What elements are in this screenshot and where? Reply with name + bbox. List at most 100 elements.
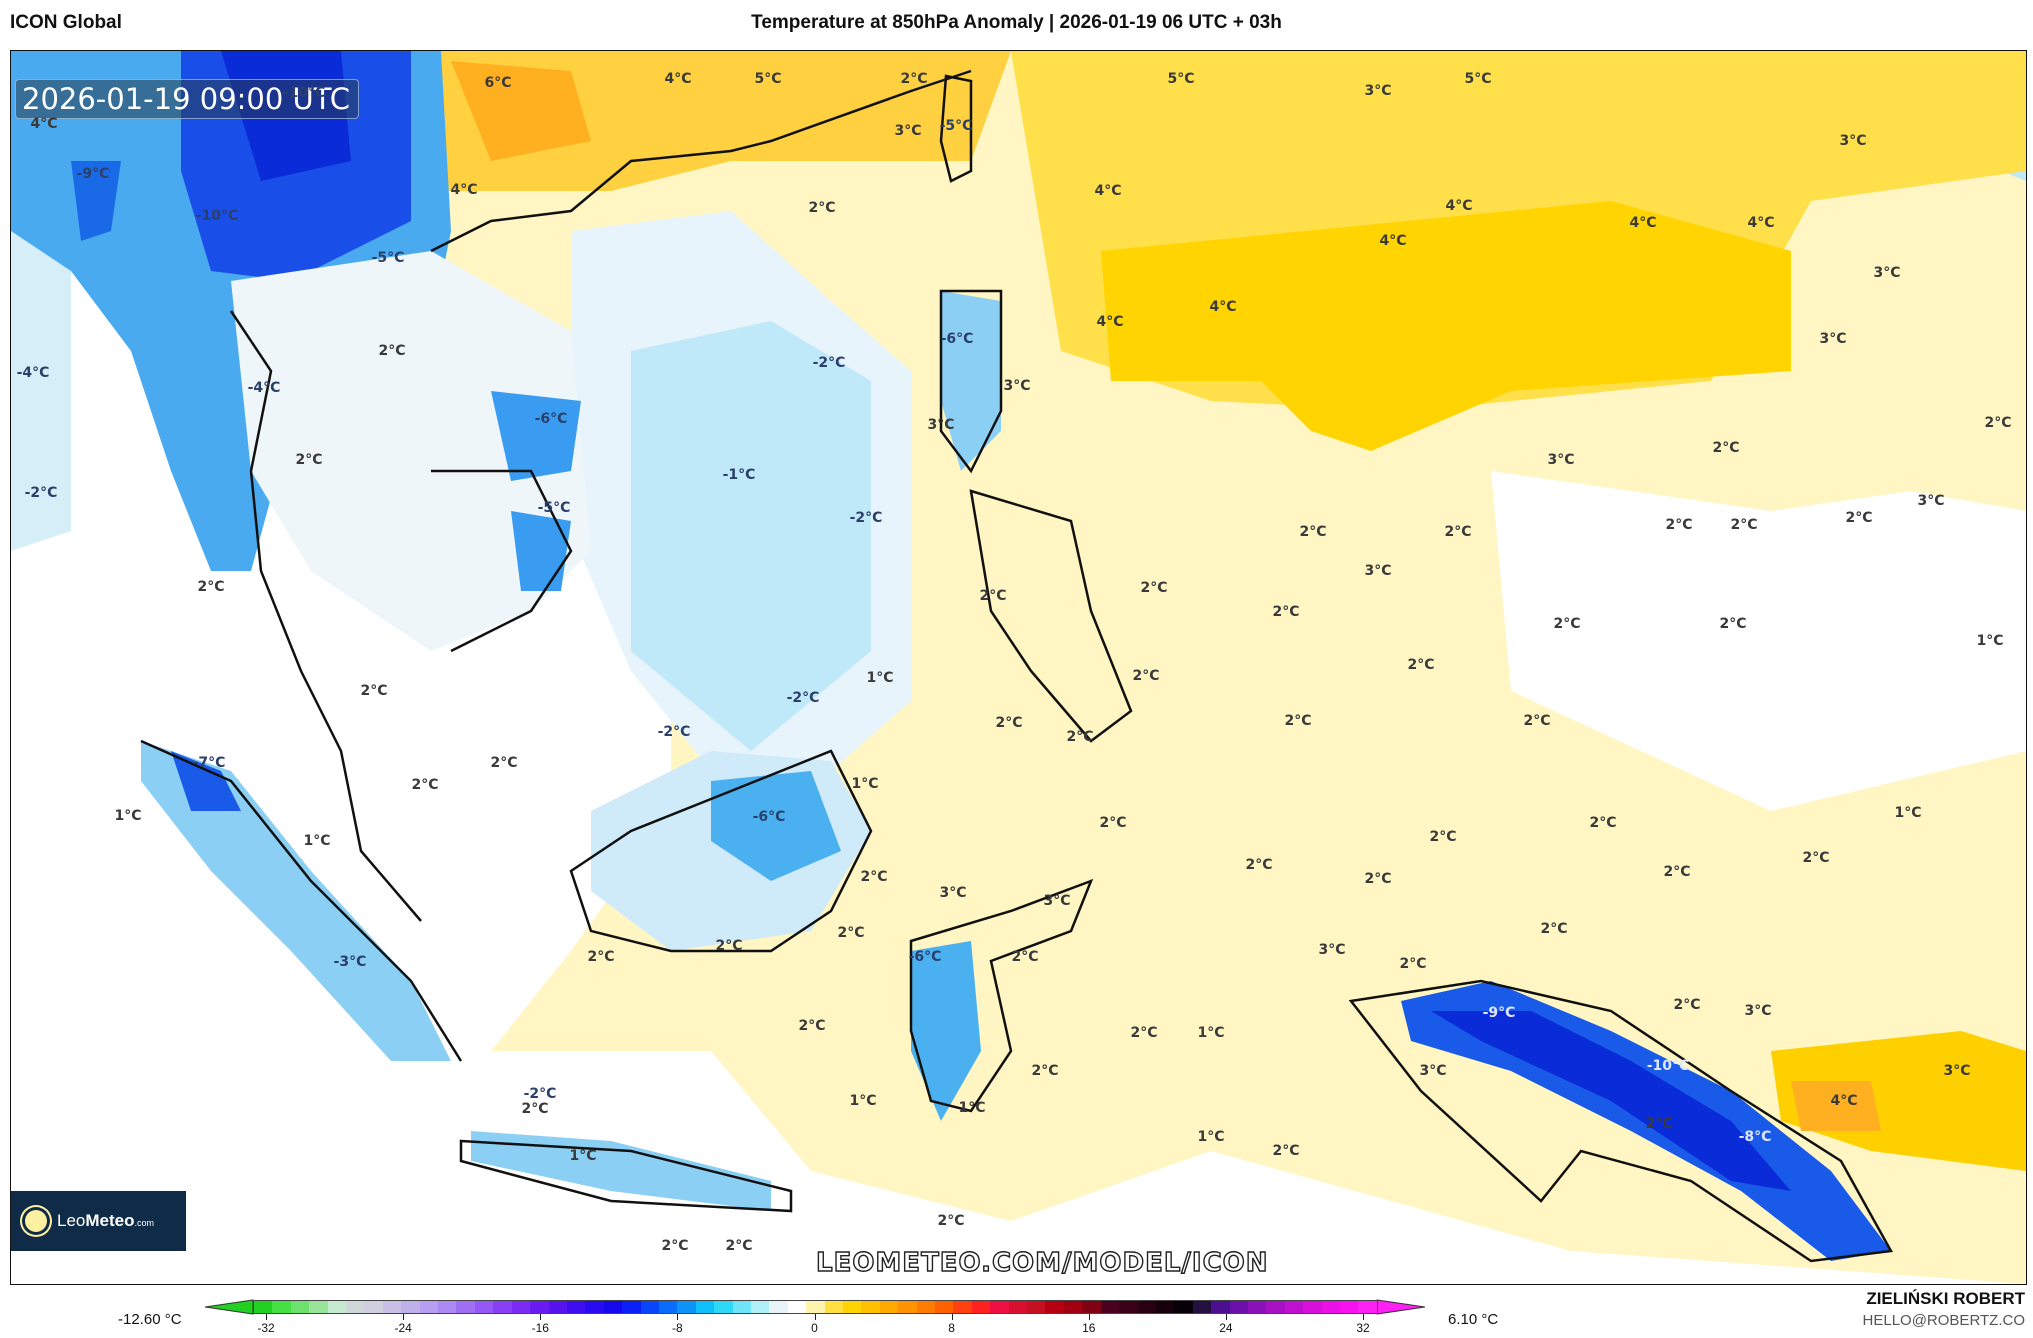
isotherm-label: 3°C [1917, 493, 1945, 509]
isotherm-label: 1°C [958, 1100, 986, 1116]
isotherm-label: 3°C [1547, 452, 1575, 468]
model-name: ICON Global [10, 12, 122, 33]
isotherm-label: 2°C [1540, 921, 1568, 937]
isotherm-label: -5°C [537, 500, 571, 516]
colorbar-tick-label: -32 [257, 1321, 275, 1335]
colorbar-step [530, 1301, 549, 1313]
isotherm-label: -2°C [523, 1086, 557, 1102]
colorbar-step [695, 1301, 715, 1313]
colorbar-tick-label: -24 [394, 1321, 412, 1335]
isotherm-label: 2°C [1132, 668, 1160, 684]
isotherm-label: 2°C [1429, 829, 1457, 845]
isotherm-label: 2°C [979, 588, 1007, 604]
isotherm-label: 2°C [411, 777, 439, 793]
isotherm-label: 2°C [715, 938, 743, 954]
isotherm-label: 2°C [1444, 524, 1472, 540]
isotherm-label: 2°C [798, 1018, 826, 1034]
colorbar-step [1339, 1301, 1359, 1313]
colorbar-step [493, 1301, 512, 1313]
isotherm-label: 2°C [587, 949, 615, 965]
colorbar-step [769, 1301, 788, 1313]
colorbar-step [1303, 1301, 1322, 1313]
colorbar-step [1082, 1301, 1101, 1313]
colorbar-step [1229, 1301, 1248, 1313]
isotherm-label: 2°C [1523, 713, 1551, 729]
isotherm-label: 2°C [1665, 517, 1693, 533]
isotherm-label: -2°C [812, 355, 846, 371]
isotherm-label: 1°C [569, 1148, 597, 1164]
colorbar-step [456, 1301, 475, 1313]
isotherm-label: 3°C [1318, 942, 1346, 958]
isotherm-label: -10°C [195, 208, 239, 224]
isotherm-label: 3°C [939, 885, 967, 901]
isotherm-label: -8°C [1738, 1129, 1772, 1145]
isotherm-label: 2°C [197, 579, 225, 595]
colorbar-tick-mark [266, 1314, 267, 1320]
colorbar-step [1100, 1301, 1120, 1313]
isotherm-label: 1°C [1197, 1025, 1225, 1041]
isotherm-label: -6°C [940, 331, 974, 347]
isotherm-label: 5°C [1464, 71, 1492, 87]
colorbar-step [382, 1301, 402, 1313]
colorbar-tick-label: 16 [1082, 1321, 1096, 1335]
isotherm-label: 3°C [1364, 563, 1392, 579]
isotherm-label: 2°C [808, 200, 836, 216]
colorbar-step [585, 1301, 604, 1313]
isotherm-label: 2°C [490, 755, 518, 771]
colorbar-tick-mark [951, 1314, 953, 1320]
colorbar-step [1321, 1301, 1340, 1313]
colorbar-step [346, 1301, 365, 1313]
isotherm-label: 3°C [1873, 265, 1901, 281]
isotherm-label: 3°C [1839, 133, 1867, 149]
chart-title: Temperature at 850hPa Anomaly | 2026-01-… [751, 12, 1282, 33]
isotherm-label: 2°C [1645, 1116, 1673, 1132]
isotherm-label: 2°C [1984, 415, 2012, 431]
colorbar-step [254, 1301, 273, 1313]
colorbar-step [419, 1301, 439, 1313]
isotherm-label: 2°C [860, 869, 888, 885]
isotherm-label: 4°C [1096, 314, 1124, 330]
isotherm-label: 2°C [1407, 657, 1435, 673]
colorbar-step [990, 1301, 1009, 1313]
isotherm-label: 2°C [1031, 1063, 1059, 1079]
colorbar-min-value: -12.60 °C [118, 1311, 182, 1328]
isotherm-label: 3°C [1419, 1063, 1447, 1079]
isotherm-label: 2°C [1284, 713, 1312, 729]
colorbar-step [1211, 1301, 1230, 1313]
isotherm-label: 2°C [1066, 729, 1094, 745]
isotherm-label: 2°C [937, 1213, 965, 1229]
colorbar-step [953, 1301, 972, 1313]
isotherm-label: -1°C [722, 467, 756, 483]
isotherm-label: 2°C [295, 452, 323, 468]
isotherm-label: -10°C [1646, 1058, 1690, 1074]
colorbar-step [1137, 1301, 1156, 1313]
isotherm-label: 3°C [1943, 1063, 1971, 1079]
isotherm-label: 3°C [927, 417, 955, 433]
watermark-url: LEOMETEO.COM/MODEL/ICON [815, 1247, 1269, 1278]
isotherm-label: -6°C [908, 949, 942, 965]
colorbar-tick-mark [1088, 1314, 1090, 1320]
isotherm-label: 2°C [378, 343, 406, 359]
isotherm-label: 1°C [851, 776, 879, 792]
isotherm-label: 4°C [1747, 215, 1775, 231]
colorbar-tick-mark [540, 1314, 542, 1320]
colorbar-step [1174, 1301, 1193, 1313]
isotherm-label: 2°C [1845, 510, 1873, 526]
colorbar-step [843, 1301, 862, 1313]
sun-icon [25, 1210, 47, 1232]
isotherm-label: 2°C [1299, 524, 1327, 540]
colorbar-step [971, 1301, 991, 1313]
isotherm-label: 2°C [1011, 949, 1039, 965]
colorbar-step [566, 1301, 586, 1313]
colorbar-step [824, 1301, 843, 1313]
isotherm-label: 3°C [1364, 83, 1392, 99]
colorbar-step [327, 1301, 347, 1313]
isotherm-label: -6°C [534, 411, 568, 427]
colorbar-tick-label: 0 [811, 1321, 818, 1335]
colorbar-tick-label: 24 [1219, 1321, 1233, 1335]
isotherm-label: 1°C [114, 808, 142, 824]
colorbar-step [787, 1301, 807, 1313]
leometeo-logo[interactable]: LeoMeteo.com [11, 1191, 186, 1251]
author-email[interactable]: HELLO@ROBERTZ.CO [1862, 1312, 2025, 1329]
isotherm-label: 1°C [1197, 1129, 1225, 1145]
